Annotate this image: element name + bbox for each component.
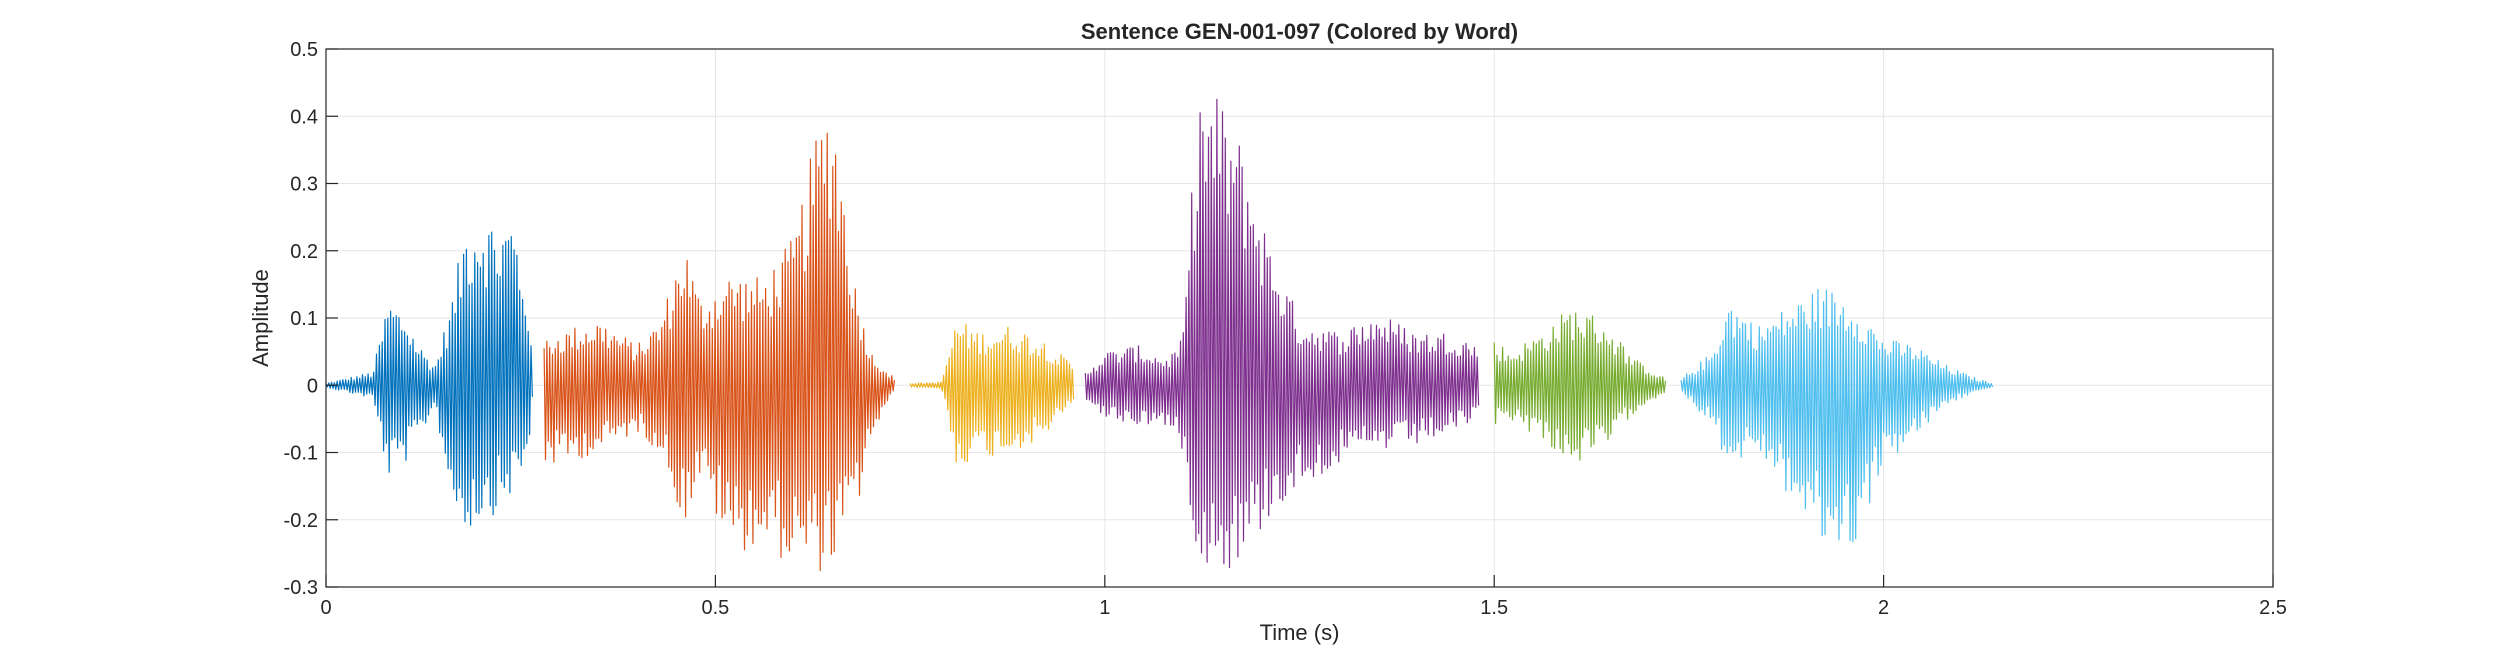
x-tick-label: 0 bbox=[320, 597, 331, 619]
y-tick-label: 0 bbox=[307, 375, 318, 397]
y-tick-label: -0.2 bbox=[284, 510, 318, 532]
y-tick-label: -0.3 bbox=[284, 577, 318, 599]
y-tick-label: 0.3 bbox=[290, 174, 318, 196]
y-tick-label: 0.1 bbox=[290, 308, 318, 330]
chart-title: Sentence GEN-001-097 (Colored by Word) bbox=[1081, 19, 1518, 44]
waveform bbox=[325, 98, 1994, 572]
word-segment-waveform bbox=[325, 231, 533, 526]
x-tick-label: 1 bbox=[1099, 597, 1110, 619]
y-tick-label: 0.5 bbox=[290, 39, 318, 61]
ticks: 0 0.5 1 1.5 2 2.5 -0.3 -0.2 -0.1 0 0.1 0.2 0.3 0.4 0.5 bbox=[284, 39, 2287, 619]
y-tick-label: 0.2 bbox=[290, 241, 318, 263]
word-segment-waveform bbox=[543, 132, 896, 572]
word-segment-waveform bbox=[1084, 98, 1480, 569]
y-axis-label: Amplitude bbox=[248, 269, 273, 367]
x-tick-label: 0.5 bbox=[701, 597, 729, 619]
x-tick-label: 1.5 bbox=[1480, 597, 1508, 619]
word-segment-waveform bbox=[1680, 288, 1994, 543]
x-tick-label: 2.5 bbox=[2259, 597, 2287, 619]
word-segment-waveform bbox=[1493, 312, 1667, 461]
word-segment-waveform bbox=[909, 323, 1075, 463]
x-axis-label: Time (s) bbox=[1260, 620, 1340, 645]
y-tick-label: -0.1 bbox=[284, 443, 318, 465]
y-tick-label: 0.4 bbox=[290, 106, 318, 128]
x-tick-label: 2 bbox=[1878, 597, 1889, 619]
